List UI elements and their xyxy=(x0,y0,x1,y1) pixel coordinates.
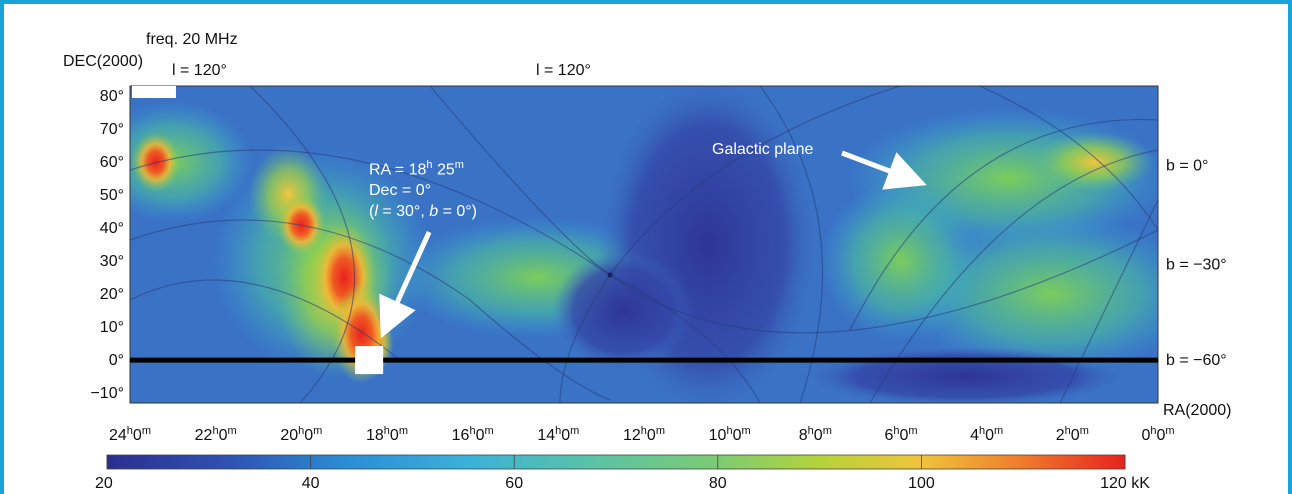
x-tick-label: 14h0m xyxy=(537,425,579,444)
background-blob-5 xyxy=(821,181,981,342)
galactic-latitude-label: b = −60° xyxy=(1166,352,1227,369)
x-tick-label: 18h0m xyxy=(366,425,408,444)
y-tick-label: 20° xyxy=(100,286,124,303)
top-label-1: l = 120° xyxy=(172,62,227,79)
grid-line-10 xyxy=(849,118,1158,331)
x-tick-label: 10h0m xyxy=(709,425,751,444)
marker-arrow xyxy=(379,231,432,339)
colorbar-tick-label: 120 kK xyxy=(1100,475,1150,492)
galactic-latitude-label: b = −30° xyxy=(1166,256,1227,273)
y-tick-label: 30° xyxy=(100,253,124,270)
colorbar-tick-label: 100 xyxy=(908,475,935,492)
colorbar-tick-label: 80 xyxy=(709,475,727,492)
y-tick-label: 80° xyxy=(100,88,124,105)
background-blob-10 xyxy=(552,250,693,371)
y-axis-label: DEC(2000) xyxy=(63,53,144,70)
grid-line-6 xyxy=(559,274,611,403)
y-tick-label: 70° xyxy=(100,121,124,138)
x-tick-label: 6h0m xyxy=(884,425,917,444)
y-tick-label: 10° xyxy=(100,319,124,336)
galactic-latitude-label: b = 0° xyxy=(1166,157,1208,174)
x-axis-label: RA(2000) xyxy=(1163,402,1232,419)
x-tick-label: 4h0m xyxy=(970,425,1003,444)
galactic-plane-arrow xyxy=(841,150,927,190)
y-tick-label: 50° xyxy=(100,187,124,204)
hot-region-0 xyxy=(131,131,180,192)
target-marker xyxy=(355,346,384,375)
corner-patch xyxy=(132,86,176,98)
y-tick-label: −10° xyxy=(90,385,124,402)
colorbar-tick-label: 40 xyxy=(302,475,320,492)
x-tick-label: 20h0m xyxy=(280,425,322,444)
grid-line-5 xyxy=(609,86,901,276)
frequency-label: freq. 20 MHz xyxy=(146,31,238,48)
grid-pole xyxy=(607,272,613,278)
y-tick-label: 60° xyxy=(100,154,124,171)
x-tick-label: 0h0m xyxy=(1141,425,1174,444)
x-tick-label: 22h0m xyxy=(195,425,237,444)
background-blob-8 xyxy=(1033,131,1154,192)
galactic-plane-label: Galactic plane xyxy=(712,141,814,158)
background-blob-11 xyxy=(805,346,1126,403)
x-tick-label: 16h0m xyxy=(452,425,494,444)
top-label-2: l = 120° xyxy=(536,62,591,79)
x-tick-label: 2h0m xyxy=(1056,425,1089,444)
marker-label: RA = 18h 25m Dec = 0° (l = 30°, b = 0°) xyxy=(369,159,477,220)
grid-line-11 xyxy=(759,86,824,403)
grid-line-9 xyxy=(1059,199,1158,403)
grid-line-12 xyxy=(979,86,1158,231)
colorbar-tick-label: 60 xyxy=(505,475,523,492)
x-tick-label: 24h0m xyxy=(109,425,151,444)
x-tick-label: 12h0m xyxy=(623,425,665,444)
background-blob-0 xyxy=(130,101,253,222)
colorbar: 20 40 60 80 100 120 kK xyxy=(95,454,1150,492)
grid-line-2 xyxy=(130,279,401,361)
y-tick-label: 0° xyxy=(109,352,124,369)
grid-line-4 xyxy=(429,86,611,276)
colorbar-tick-label: 20 xyxy=(95,475,113,492)
grid-line-1 xyxy=(130,219,611,401)
grid-line-8 xyxy=(869,149,1158,403)
y-tick-label: 40° xyxy=(100,220,124,237)
grid-line-3 xyxy=(249,86,356,403)
grid-line-7 xyxy=(609,274,761,403)
x-tick-label: 8h0m xyxy=(799,425,832,444)
